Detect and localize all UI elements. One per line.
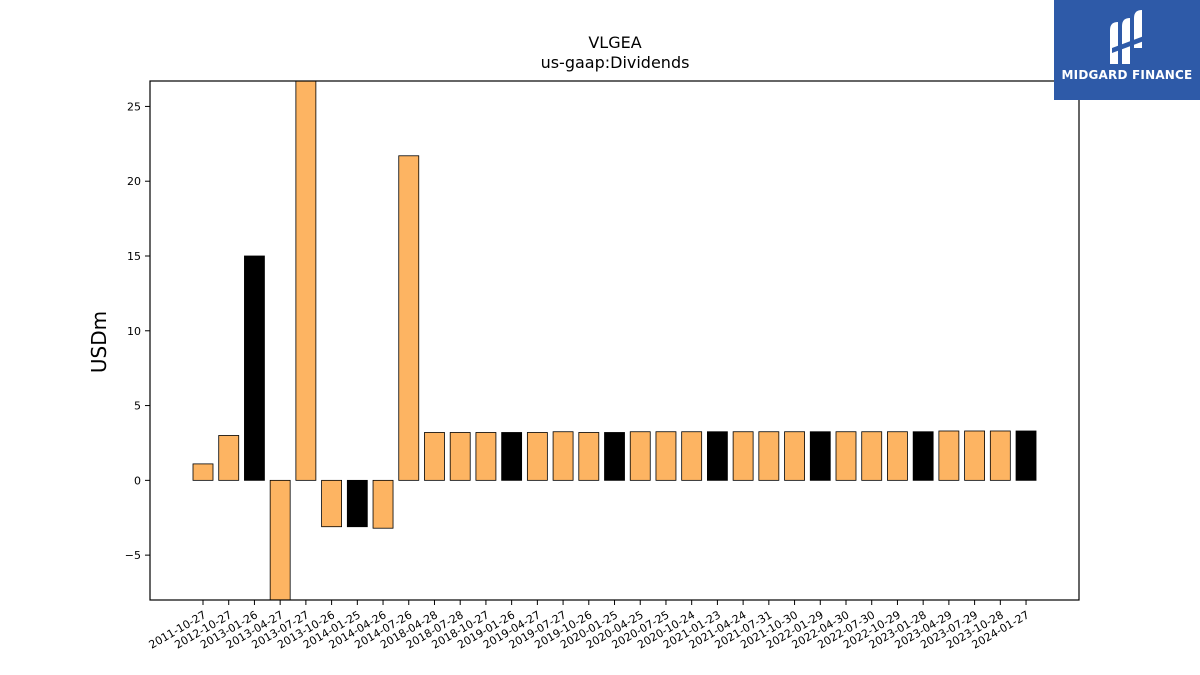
bar-2019-10-26 [578, 432, 600, 481]
y-tick-label: 5 [134, 400, 141, 413]
plot-frame [149, 80, 1080, 601]
y-tick-label: 20 [127, 175, 141, 188]
bar-2021-04-24 [732, 431, 754, 481]
y-axis-label: USDm [87, 311, 111, 373]
bar-2014-04-26 [372, 479, 394, 529]
chart-title: VLGEA [588, 33, 641, 52]
y-tick-label: 10 [127, 325, 141, 338]
bar-2020-04-25 [629, 431, 651, 481]
brand-name: MIDGARD FINANCE [1061, 68, 1193, 82]
bar-2014-01-25 [346, 479, 368, 528]
bar-2022-10-29 [887, 431, 908, 481]
bar-2018-10-27 [475, 432, 497, 481]
y-axis: −5 0 5 10 15 20 25 [125, 100, 150, 562]
bar-2013-04-27 [269, 479, 291, 601]
x-axis: 2011-10-272012-10-272013-01-262013-04-27… [147, 600, 1032, 652]
bar-2019-07-27 [552, 431, 574, 481]
y-tick-label: 15 [127, 250, 141, 263]
bar-2022-01-29 [809, 431, 831, 481]
bar-2023-04-29 [938, 430, 960, 481]
bar-2014-07-26 [398, 155, 420, 481]
midgard-logo-icon [1110, 10, 1144, 64]
bar-2012-10-27 [218, 435, 240, 481]
bar-2018-07-28 [449, 432, 471, 481]
bar-2024-01-27 [1015, 430, 1037, 481]
bar-2022-07-30 [861, 431, 883, 481]
bar-2023-10-28 [989, 430, 1011, 481]
brand-logo: MIDGARD FINANCE [1054, 0, 1200, 100]
bar-2018-04-28 [424, 432, 445, 481]
y-tick-label: 25 [127, 100, 141, 113]
bar-2021-07-31 [758, 431, 780, 481]
bar-2013-07-27 [295, 80, 317, 481]
bar-2019-04-27 [526, 432, 548, 481]
bar-2013-10-26 [321, 479, 343, 528]
y-tick-label: −5 [125, 549, 141, 562]
bar-2022-04-30 [835, 431, 857, 481]
chart-subtitle: us-gaap:Dividends [541, 53, 690, 72]
bar-2020-10-24 [681, 431, 703, 481]
bar-2023-07-29 [964, 430, 985, 481]
bar-2023-01-28 [912, 431, 934, 481]
bar-2011-10-27 [192, 463, 214, 481]
bars-group [192, 80, 1037, 601]
bar-2021-10-30 [784, 431, 805, 481]
bar-2020-07-25 [655, 431, 677, 481]
bar-2021-01-23 [707, 431, 728, 481]
bar-2020-01-25 [604, 432, 625, 481]
bar-2013-01-26 [244, 255, 265, 481]
bar-2019-01-26 [501, 432, 523, 481]
y-tick-label: 0 [134, 474, 141, 487]
